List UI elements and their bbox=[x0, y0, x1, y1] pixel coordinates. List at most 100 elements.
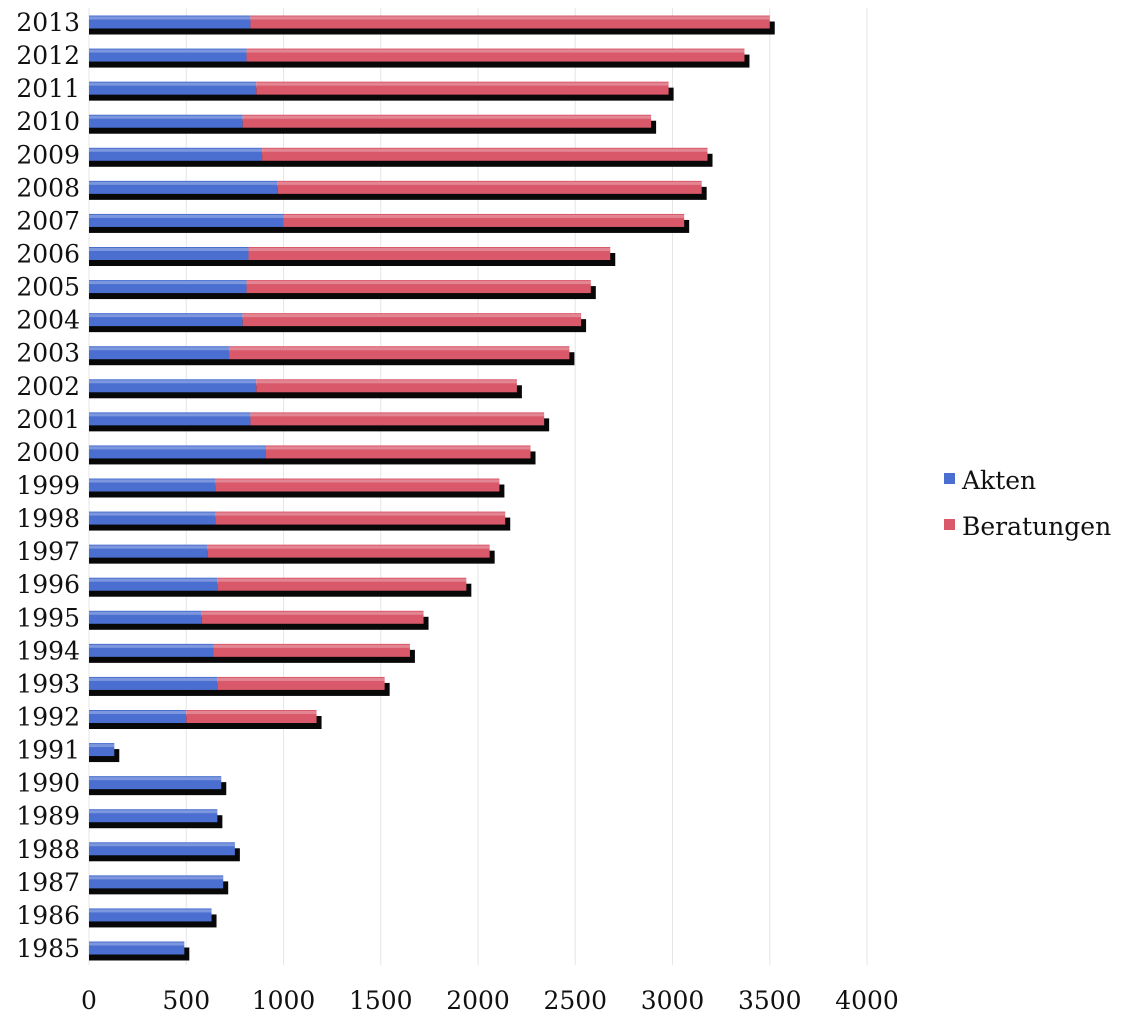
y-tick-label: 2002 bbox=[16, 372, 80, 401]
bar-highlight bbox=[89, 347, 570, 351]
bar-highlight bbox=[89, 611, 424, 615]
bar-beratungen-1993 bbox=[217, 676, 385, 690]
bar-akten-1998 bbox=[89, 511, 216, 525]
bar-beratungen-2008 bbox=[277, 180, 702, 194]
bar-akten-2007 bbox=[89, 213, 284, 227]
legend: Akten Beratungen bbox=[944, 466, 1111, 541]
y-tick-label: 1992 bbox=[16, 703, 80, 732]
x-tick-label: 4000 bbox=[835, 986, 899, 1015]
bar-akten-1997 bbox=[89, 544, 208, 558]
y-tick-label: 2008 bbox=[16, 173, 80, 202]
bar-akten-2003 bbox=[89, 346, 230, 360]
x-tick-label: 2000 bbox=[446, 986, 510, 1015]
legend-label-akten: Akten bbox=[961, 466, 1036, 495]
bar-akten-1995 bbox=[89, 610, 202, 624]
y-tick-label: 1993 bbox=[16, 669, 80, 698]
bar-highlight bbox=[89, 148, 708, 152]
bar-highlight bbox=[89, 512, 506, 516]
bar-highlight bbox=[89, 711, 317, 714]
bar-beratungen-1995 bbox=[201, 610, 424, 624]
bar-highlight bbox=[89, 777, 222, 781]
y-axis-tick-labels: 1985 1986 1987 1988 1989 1990 1991 1992 1993 1994… bbox=[16, 8, 80, 963]
bar-akten-1991 bbox=[89, 743, 115, 757]
bar-beratungen-1999 bbox=[215, 478, 500, 492]
y-tick-label: 2010 bbox=[16, 107, 80, 136]
bar-highlight bbox=[89, 810, 218, 814]
bar-akten-2005 bbox=[89, 280, 247, 294]
bar-highlight bbox=[89, 909, 212, 913]
bar-beratungen-1997 bbox=[207, 544, 490, 558]
x-tick-label: 1500 bbox=[349, 986, 413, 1015]
bar-highlight bbox=[89, 446, 531, 450]
y-tick-label: 1996 bbox=[16, 570, 80, 599]
legend-label-beratungen: Beratungen bbox=[962, 512, 1111, 541]
y-tick-label: 2001 bbox=[16, 405, 80, 434]
bar-beratungen-1994 bbox=[213, 643, 410, 657]
bar-beratungen-2006 bbox=[248, 247, 611, 260]
y-tick-label: 2006 bbox=[16, 240, 80, 269]
bar-akten-2000 bbox=[89, 445, 266, 459]
bar-beratungen-1998 bbox=[215, 511, 506, 525]
y-tick-label: 2011 bbox=[16, 74, 80, 103]
bar-beratungen-1996 bbox=[217, 577, 467, 591]
bar-highlight bbox=[89, 115, 652, 119]
bar-highlight bbox=[89, 677, 385, 681]
bar-beratungen-2000 bbox=[265, 445, 531, 459]
bar-akten-1999 bbox=[89, 478, 216, 492]
bar-akten-1989 bbox=[89, 809, 218, 823]
y-tick-label: 2007 bbox=[16, 206, 80, 235]
y-tick-label: 1994 bbox=[16, 636, 80, 665]
legend-swatch-akten bbox=[944, 473, 955, 484]
bar-highlight bbox=[89, 479, 500, 483]
bar-akten-1992 bbox=[89, 710, 187, 723]
bar-highlight bbox=[89, 545, 490, 549]
bar-akten-1987 bbox=[89, 875, 224, 889]
y-tick-label: 1998 bbox=[16, 504, 80, 533]
x-axis-tick-labels: 0 500 1000 1500 2000 2500 3000 3500 4000 bbox=[81, 986, 899, 1015]
x-tick-label: 3000 bbox=[641, 986, 705, 1015]
bar-akten-1990 bbox=[89, 776, 222, 790]
bar-highlight bbox=[89, 82, 669, 86]
y-tick-label: 2005 bbox=[16, 273, 80, 302]
bar-beratungen-2003 bbox=[229, 346, 570, 360]
bar-akten-2004 bbox=[89, 313, 243, 327]
bar-highlight bbox=[89, 281, 591, 285]
bar-highlight bbox=[89, 744, 115, 748]
y-tick-label: 2004 bbox=[16, 306, 80, 335]
bar-highlight bbox=[89, 214, 685, 218]
y-tick-label: 1989 bbox=[16, 802, 80, 831]
bar-akten-2012 bbox=[89, 48, 247, 62]
bar-akten-1988 bbox=[89, 842, 235, 856]
y-tick-label: 1991 bbox=[16, 736, 80, 765]
bar-beratungen-2013 bbox=[250, 15, 770, 29]
bar-highlight bbox=[89, 16, 770, 20]
bar-beratungen-2007 bbox=[283, 213, 685, 227]
x-tick-label: 3500 bbox=[738, 986, 802, 1015]
x-tick-label: 0 bbox=[81, 986, 97, 1015]
bar-highlight bbox=[89, 49, 745, 53]
bar-akten-2006 bbox=[89, 247, 249, 260]
bar-akten-2011 bbox=[89, 81, 257, 95]
bar-akten-1986 bbox=[89, 908, 212, 922]
bar-akten-1994 bbox=[89, 643, 214, 657]
bar-beratungen-2004 bbox=[242, 313, 582, 327]
bar-akten-1993 bbox=[89, 676, 218, 690]
bar-beratungen-1992 bbox=[186, 710, 317, 723]
bar-akten-2010 bbox=[89, 114, 243, 128]
bar-akten-2008 bbox=[89, 180, 278, 194]
y-tick-label: 1987 bbox=[16, 868, 80, 897]
bar-akten-2009 bbox=[89, 147, 263, 161]
bar-beratungen-2012 bbox=[246, 48, 745, 62]
y-tick-label: 2003 bbox=[16, 339, 80, 368]
bar-akten-2002 bbox=[89, 379, 257, 393]
y-tick-label: 2000 bbox=[16, 438, 80, 467]
y-tick-label: 1986 bbox=[16, 901, 80, 930]
bar-beratungen-2009 bbox=[262, 147, 708, 161]
bar-beratungen-2005 bbox=[246, 280, 591, 294]
bar-highlight bbox=[89, 942, 185, 946]
y-tick-label: 1997 bbox=[16, 537, 80, 566]
bar-beratungen-2001 bbox=[250, 412, 545, 426]
bar-akten-1996 bbox=[89, 577, 218, 591]
bar-highlight bbox=[89, 181, 702, 185]
